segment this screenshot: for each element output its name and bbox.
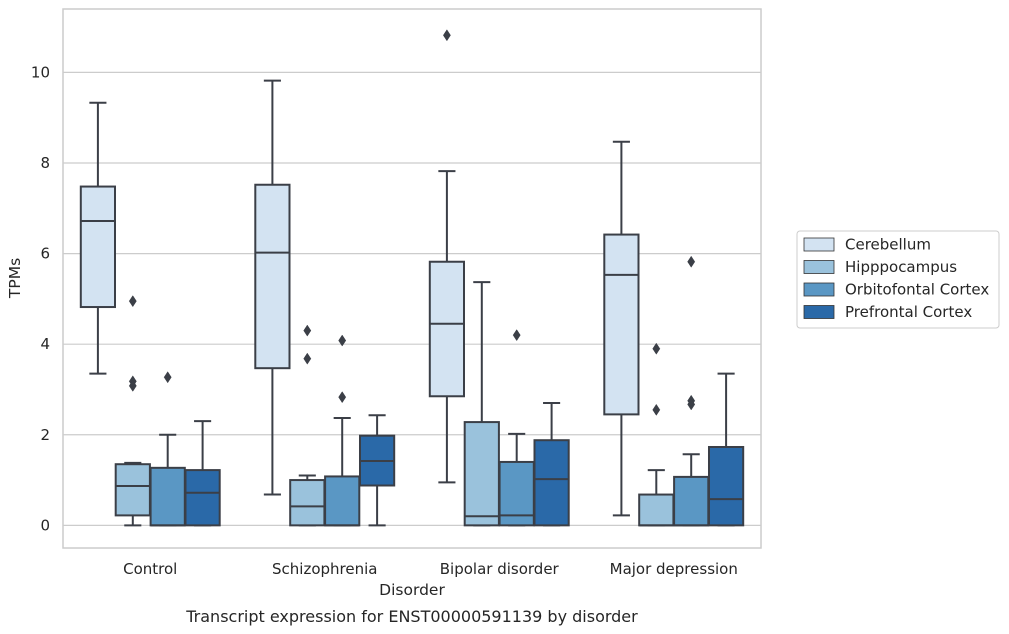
legend-frame bbox=[796, 230, 1000, 329]
outlier-point bbox=[128, 379, 137, 392]
x-tick-label: Bipolar disorder bbox=[440, 560, 560, 578]
y-tick-label: 6 bbox=[40, 245, 50, 263]
outlier-point bbox=[338, 391, 347, 404]
outlier-point bbox=[652, 403, 661, 416]
box-2-2 bbox=[498, 329, 535, 527]
chart-caption: Transcript expression for ENST0000059113… bbox=[185, 607, 638, 626]
box-1-3 bbox=[358, 414, 396, 527]
box-body bbox=[254, 183, 291, 370]
x-tick-label: Control bbox=[123, 560, 177, 578]
y-tick-label: 4 bbox=[40, 335, 50, 353]
box-body bbox=[428, 260, 466, 398]
outlier-point bbox=[303, 352, 312, 365]
y-tick-labels: 0 2 4 6 8 10 bbox=[31, 63, 50, 534]
y-axis-label: TPMs bbox=[6, 258, 24, 299]
legend-label: Prefrontal Cortex bbox=[845, 303, 972, 321]
legend: Cerebellum Hipppocampus Orbitofontal Corte… bbox=[796, 230, 1000, 329]
box-1-0 bbox=[254, 79, 291, 496]
y-tick-label: 8 bbox=[40, 154, 50, 172]
box-3-0 bbox=[603, 140, 640, 517]
outlier-point bbox=[128, 295, 137, 308]
outlier-point bbox=[303, 324, 312, 337]
box-body bbox=[114, 463, 151, 517]
boxes-layer bbox=[79, 29, 745, 527]
box-3-2 bbox=[673, 255, 710, 527]
box-1-2 bbox=[324, 334, 361, 527]
box-2-3 bbox=[533, 402, 570, 527]
legend-swatch bbox=[803, 260, 835, 274]
x-tick-label: Schizophrenia bbox=[272, 560, 377, 578]
box-body bbox=[603, 233, 640, 416]
y-tick-label: 0 bbox=[40, 516, 50, 534]
box-0-1 bbox=[114, 295, 151, 527]
outlier-point bbox=[163, 371, 172, 384]
legend-swatch bbox=[803, 237, 835, 252]
legend-label: Cerebellum bbox=[845, 236, 931, 254]
y-tick-label: 10 bbox=[31, 63, 50, 81]
box-body bbox=[463, 421, 500, 527]
outlier-point bbox=[687, 255, 696, 268]
legend-swatch bbox=[803, 282, 835, 297]
outlier-point bbox=[652, 342, 661, 355]
box-body bbox=[533, 439, 570, 527]
outlier-point bbox=[687, 398, 696, 411]
outlier-point bbox=[443, 29, 451, 42]
x-axis-label: Disorder bbox=[379, 581, 445, 599]
box-body bbox=[673, 475, 710, 527]
box-body bbox=[184, 469, 221, 527]
box-body bbox=[149, 466, 186, 527]
plot-frame bbox=[62, 8, 762, 549]
outlier-point bbox=[338, 334, 347, 347]
box-2-1 bbox=[463, 281, 500, 527]
box-body bbox=[638, 493, 675, 527]
box-3-3 bbox=[707, 372, 745, 527]
legend-swatch bbox=[803, 305, 835, 319]
legend-label: Orbitofontal Cortex bbox=[845, 281, 989, 299]
x-tick-label: Major depression bbox=[610, 560, 738, 578]
box-1-1 bbox=[289, 324, 326, 527]
box-body bbox=[289, 479, 326, 527]
box-body bbox=[707, 445, 745, 527]
box-2-0 bbox=[428, 29, 466, 484]
legend-label: Hipppocampus bbox=[845, 258, 957, 276]
outlier-point bbox=[512, 329, 521, 342]
y-tick-label: 2 bbox=[40, 426, 50, 444]
box-body bbox=[324, 475, 361, 527]
box-0-3 bbox=[184, 420, 221, 527]
box-0-2 bbox=[149, 371, 186, 527]
box-body bbox=[79, 185, 117, 309]
x-tick-labels: Control Schizophrenia Bipolar disorder Majo… bbox=[123, 560, 738, 578]
box-0-0 bbox=[79, 101, 117, 375]
